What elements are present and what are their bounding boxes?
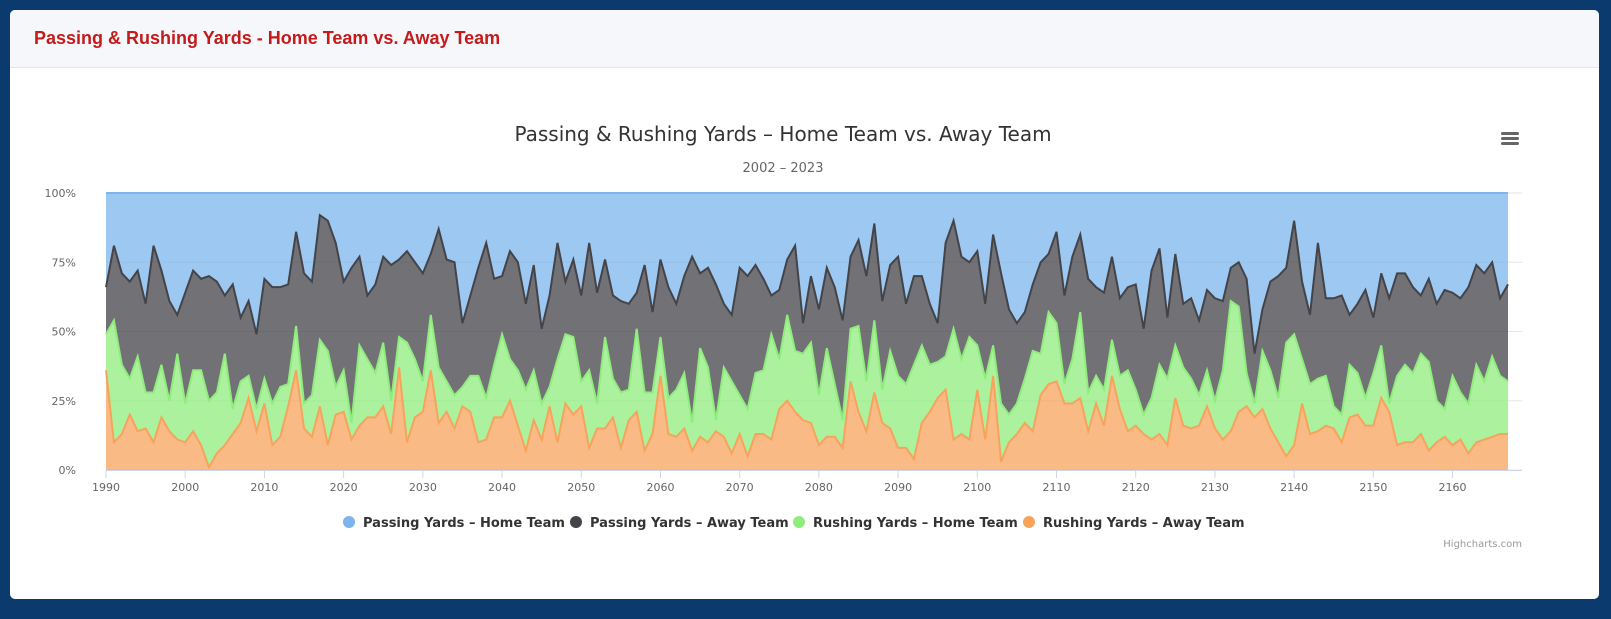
x-tick-label: 2060	[646, 481, 674, 494]
y-tick-label: 100%	[45, 187, 76, 200]
legend[interactable]: Passing Yards – Home Team Passing Yards –…	[343, 516, 1245, 531]
x-tick-label: 2130	[1201, 481, 1229, 494]
area-rushing-away[interactable]	[106, 367, 1508, 470]
x-tick-label: 2150	[1359, 481, 1387, 494]
credits-link[interactable]: Highcharts.com	[1443, 539, 1522, 550]
y-tick-label: 25%	[52, 395, 76, 408]
x-tick-label: 2100	[963, 481, 991, 494]
x-tick-label: 2020	[330, 481, 358, 494]
x-tick-label: 2160	[1439, 481, 1467, 494]
x-tick-label: 1990	[92, 481, 120, 494]
y-tick-label: 0%	[59, 464, 76, 477]
x-tick-label: 2080	[805, 481, 833, 494]
hamburger-menu-icon[interactable]	[1500, 130, 1520, 147]
legend-label: Rushing Yards – Away Team	[1043, 516, 1245, 531]
x-tick-label: 2120	[1122, 481, 1150, 494]
legend-marker	[1023, 516, 1035, 528]
chart-card: Passing & Rushing Yards - Home Team vs. …	[10, 10, 1599, 599]
axes: 1990 2000 2010 2020 2030 2040 2050 2060 2070 2080…	[92, 470, 1522, 494]
legend-label: Passing Yards – Home Team	[363, 516, 565, 531]
card-header: Passing & Rushing Yards - Home Team vs. …	[10, 10, 1599, 68]
legend-label: Passing Yards – Away Team	[590, 516, 789, 531]
legend-item[interactable]: Passing Yards – Away Team	[570, 516, 789, 531]
legend-item[interactable]: Rushing Yards – Home Team	[793, 516, 1018, 531]
area-passing-home[interactable]	[106, 193, 1508, 354]
chart-title: Passing & Rushing Yards – Home Team vs. …	[514, 122, 1051, 146]
line-rushing-home	[105, 299, 1509, 424]
legend-label: Rushing Yards – Home Team	[813, 516, 1018, 531]
x-tick-label: 2050	[567, 481, 595, 494]
card-title: Passing & Rushing Yards - Home Team vs. …	[34, 28, 501, 48]
x-tick-label: 2070	[726, 481, 754, 494]
x-tick-label: 2090	[884, 481, 912, 494]
x-tick-label: 2040	[488, 481, 516, 494]
legend-marker	[343, 516, 355, 528]
legend-item[interactable]: Rushing Yards – Away Team	[1023, 516, 1245, 531]
line-passing-away	[105, 213, 1509, 354]
line-rushing-away	[105, 367, 1508, 470]
series-areas	[105, 192, 1509, 470]
legend-marker	[570, 516, 582, 528]
area-rushing-home[interactable]	[106, 301, 1508, 468]
x-tick-label: 2000	[171, 481, 199, 494]
y-tick-label: 50%	[52, 326, 76, 339]
x-tick-label: 2140	[1280, 481, 1308, 494]
legend-item[interactable]: Passing Yards – Home Team	[343, 516, 565, 531]
legend-marker	[793, 516, 805, 528]
x-tick-label: 2010	[250, 481, 278, 494]
chart-subtitle: 2002 – 2023	[743, 161, 824, 176]
area-chart: Passing & Rushing Yards – Home Team vs. …	[45, 122, 1522, 550]
y-tick-label: 75%	[52, 256, 76, 269]
x-tick-label: 2110	[1043, 481, 1071, 494]
x-tick-label: 2030	[409, 481, 437, 494]
